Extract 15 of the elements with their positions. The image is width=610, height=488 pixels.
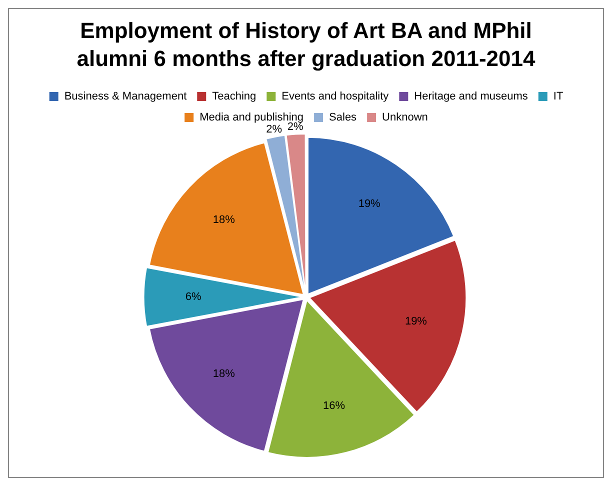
- data-label: 19%: [404, 316, 428, 328]
- legend-label: Events and hospitality: [282, 90, 390, 103]
- data-label: 2%: [266, 124, 282, 136]
- legend-label: Unknown: [382, 112, 428, 124]
- legend-label: IT: [553, 90, 564, 103]
- chart-title: Employment of History of Art BA and MPhil alumni 6 months after graduation 2011-2014: [76, 17, 536, 73]
- data-label: 6%: [185, 291, 202, 304]
- legend-label: Heritage and museums: [414, 90, 528, 103]
- legend-label: Sales: [329, 112, 358, 124]
- data-label: 16%: [323, 400, 346, 412]
- data-label: 19%: [358, 198, 381, 210]
- data-label: 18%: [212, 368, 236, 380]
- legend-label: Business & Management: [64, 90, 187, 103]
- data-label: 18%: [212, 214, 236, 226]
- legend-label: Teaching: [212, 90, 256, 103]
